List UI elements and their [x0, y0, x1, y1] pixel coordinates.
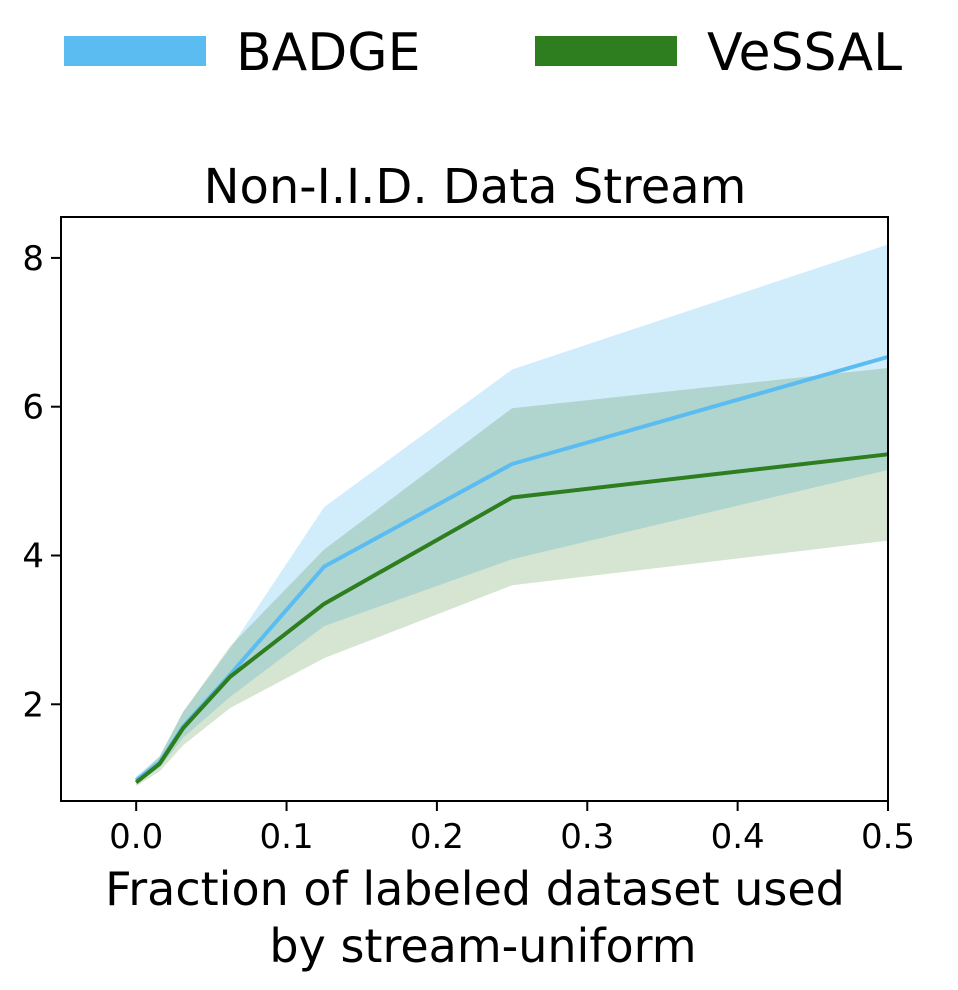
confidence-bands — [136, 244, 888, 787]
x-tick-label: 0.0 — [109, 817, 163, 857]
x-axis-label-line-1: Fraction of labeled dataset used — [105, 862, 845, 916]
x-tick-label: 0.3 — [560, 817, 614, 857]
series-lines — [134, 354, 889, 784]
x-axis-label-line-2: by stream-uniform — [269, 919, 696, 973]
vessal-line — [134, 452, 889, 784]
x-axis: 0.0 0.1 0.2 0.3 0.4 0.5 — [109, 801, 915, 857]
vessal-legend-swatch — [535, 36, 677, 66]
y-tick-label: 4 — [22, 536, 44, 576]
legend: BADGE VeSSAL — [64, 23, 902, 83]
y-tick-label: 6 — [22, 388, 44, 428]
x-tick-label: 0.5 — [861, 817, 915, 857]
x-tick-label: 0.4 — [711, 817, 765, 857]
x-tick-label: 0.2 — [410, 817, 464, 857]
badge-legend-swatch — [64, 36, 206, 66]
badge-legend-label: BADGE — [236, 23, 420, 83]
chart-title: Non-I.I.D. Data Stream — [204, 159, 747, 215]
vessal-band — [136, 368, 888, 787]
y-tick-label: 8 — [22, 239, 44, 279]
plot-frame — [60, 216, 889, 802]
y-axis: 2 4 6 8 — [22, 239, 61, 725]
badge-band — [136, 244, 888, 784]
y-tick-label: 2 — [22, 685, 44, 725]
vessal-legend-label: VeSSAL — [707, 23, 902, 83]
x-tick-label: 0.1 — [260, 817, 314, 857]
